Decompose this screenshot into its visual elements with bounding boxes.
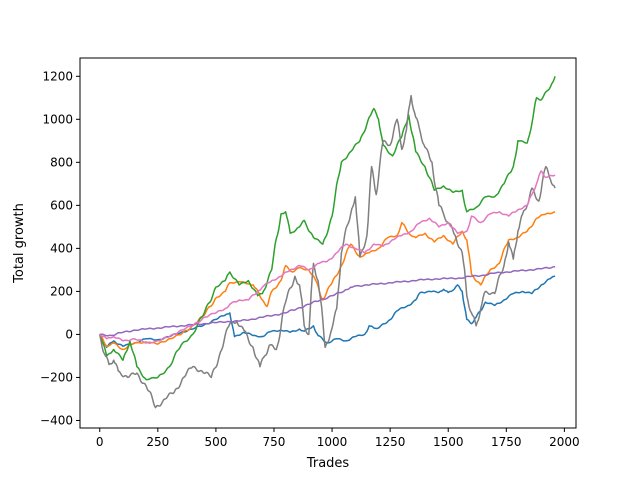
x-tick-label: 500	[204, 435, 227, 449]
y-tick-label: 800	[50, 155, 73, 169]
y-tick-label: 1000	[42, 112, 73, 126]
x-tick-label: 1500	[433, 435, 464, 449]
series-line-5	[99, 265, 556, 337]
y-axis-label: Total growth	[12, 203, 27, 284]
series-line-2	[99, 211, 556, 351]
plot-frame	[79, 57, 577, 429]
series-line-4	[98, 94, 556, 409]
x-tick-label: 1750	[491, 435, 522, 449]
y-tick-label: −200	[40, 370, 73, 384]
y-tick-label: −400	[40, 413, 73, 427]
x-tick-label: 1000	[317, 435, 348, 449]
x-tick-label: 1250	[375, 435, 406, 449]
x-tick-label: 0	[96, 435, 104, 449]
y-tick-label: 200	[50, 284, 73, 298]
x-axis-ticks: 0 250 500 750 1000 1250 1500 1750 2000	[96, 428, 580, 449]
x-tick-label: 2000	[549, 435, 580, 449]
y-tick-label: 400	[50, 241, 73, 255]
series-line-6	[99, 170, 556, 344]
series-line-3	[98, 76, 556, 381]
y-axis-ticks: −400 −200 0 200 400 600 800 1000 1200	[40, 69, 80, 427]
x-tick-label: 250	[146, 435, 169, 449]
y-tick-label: 600	[50, 198, 73, 212]
y-tick-label: 0	[65, 327, 73, 341]
x-tick-label: 750	[263, 435, 286, 449]
series-layer	[98, 76, 556, 409]
y-tick-label: 1200	[42, 69, 73, 83]
x-axis-label: Trades	[306, 456, 350, 471]
